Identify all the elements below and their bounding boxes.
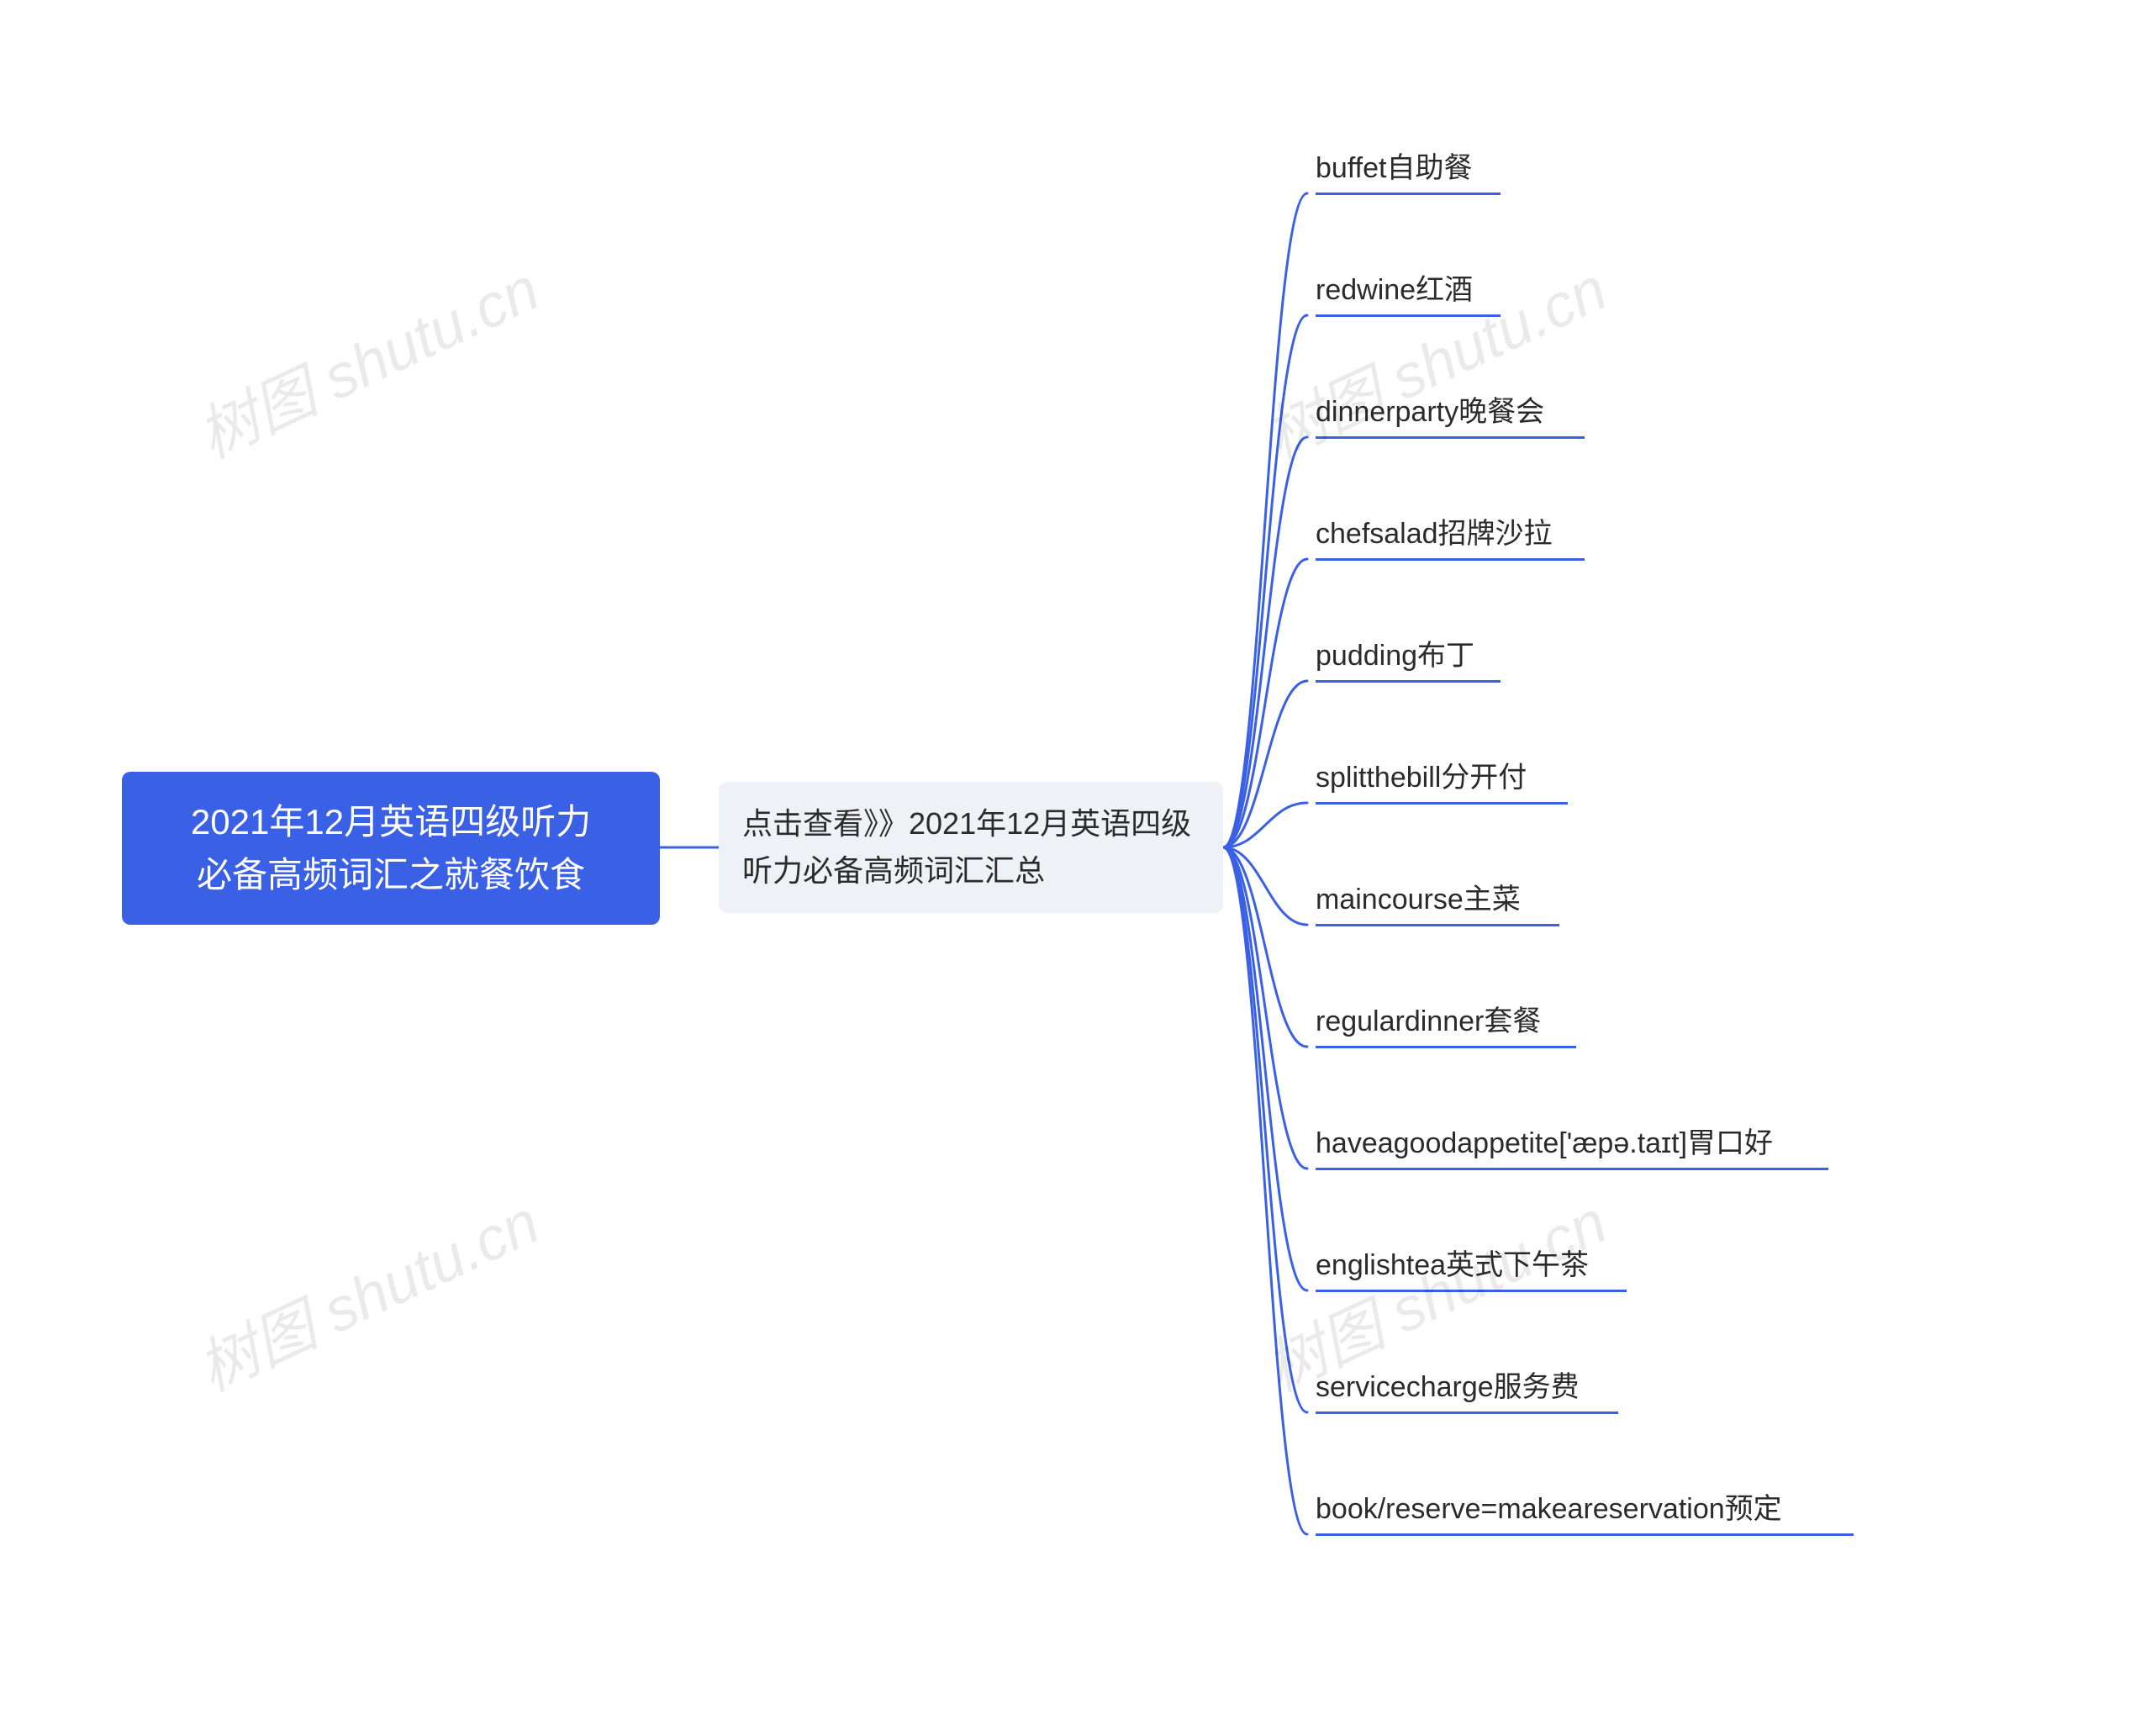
watermark: 树图 shutu.cn (182, 240, 551, 475)
mid-line1: 点击查看》》2021年12月英语四级 (742, 806, 1191, 841)
root-line2: 必备高频词汇之就餐饮食 (197, 855, 585, 894)
mid-node[interactable]: 点击查看》》2021年12月英语四级 听力必备高频词汇汇总 (719, 782, 1223, 913)
leaf-node[interactable]: splitthebill分开付 (1316, 761, 1568, 805)
leaf-node[interactable]: redwine红酒 (1316, 273, 1501, 317)
leaf-node[interactable]: englishtea英式下午茶 (1316, 1248, 1627, 1292)
root-line1: 2021年12月英语四级听力 (191, 802, 591, 842)
leaf-node[interactable]: servicecharge服务费 (1316, 1370, 1618, 1414)
mindmap-canvas: 2021年12月英语四级听力 必备高频词汇之就餐饮食 点击查看》》2021年12… (0, 0, 2152, 1736)
root-node[interactable]: 2021年12月英语四级听力 必备高频词汇之就餐饮食 (122, 772, 660, 925)
leaf-node[interactable]: dinnerparty晚餐会 (1316, 395, 1585, 439)
leaf-node[interactable]: regulardinner套餐 (1316, 1005, 1576, 1048)
leaf-node[interactable]: book/reserve=makeareservation预定 (1316, 1492, 1854, 1536)
leaf-node[interactable]: buffet自助餐 (1316, 151, 1501, 195)
watermark: 树图 shutu.cn (182, 1173, 551, 1408)
leaf-node[interactable]: maincourse主菜 (1316, 883, 1559, 926)
leaf-node[interactable]: haveagoodappetite['æpə.taɪt]胃口好 (1316, 1127, 1828, 1170)
leaf-node[interactable]: pudding布丁 (1316, 639, 1501, 683)
mid-line2: 听力必备高频词汇汇总 (742, 853, 1045, 888)
leaf-node[interactable]: chefsalad招牌沙拉 (1316, 517, 1585, 561)
